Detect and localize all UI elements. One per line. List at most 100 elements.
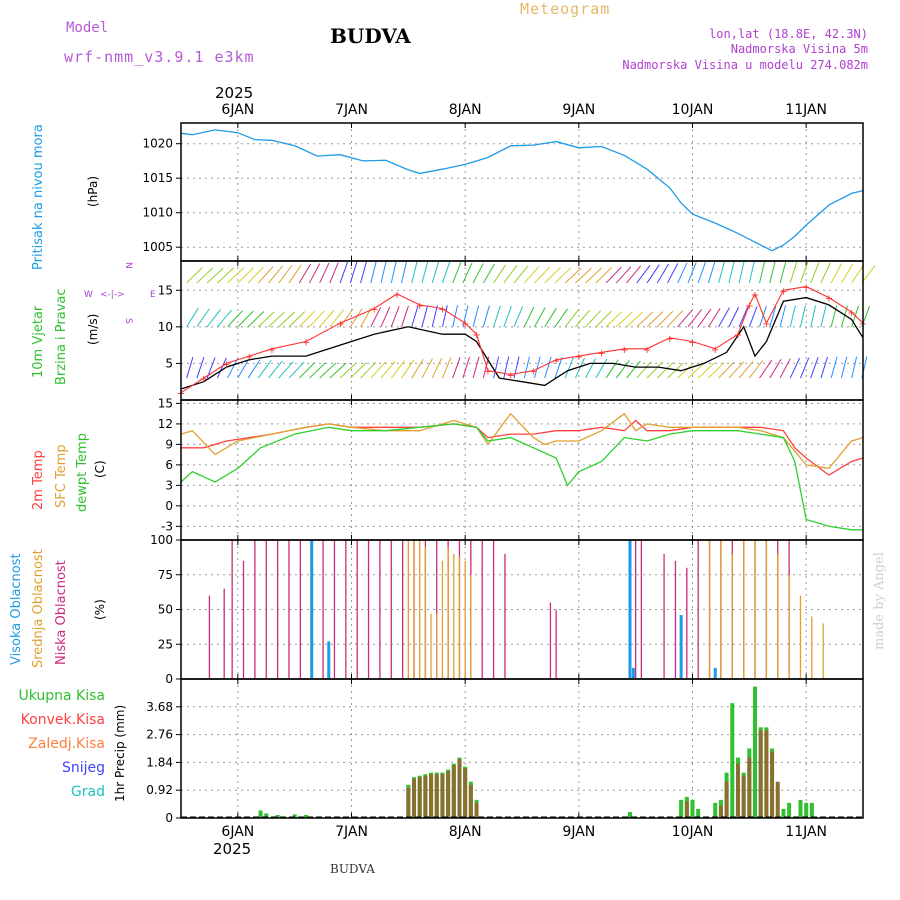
precip-bar-1 [434,774,439,818]
cloud-bar-0 [265,540,267,678]
model-name: wrf-nmm_v3.9.1 e3km [64,48,255,66]
precip-bar-1 [735,763,740,818]
y-tick-label-4: 3.68 [146,700,173,714]
wind-arrow [462,356,470,379]
precip-bar-1 [474,802,479,818]
wind-arrow [513,306,524,328]
x-tick-label-top: 6JAN [221,102,254,118]
wind-arrow [247,311,265,328]
cloud-bar-0 [436,540,438,678]
wind-arrow [554,357,563,379]
wind-arrow [523,306,535,328]
wind-arrow [288,361,305,379]
cloud-bar-0 [345,540,347,678]
cloud-bar-0 [492,540,495,678]
cloud-bar-1 [453,553,455,678]
x-tick-label-bottom: 6JAN [221,824,254,840]
cloud-bar-1 [464,560,466,678]
wind-arrow [789,305,796,327]
wind-arrow [186,307,199,328]
wind-arrow [554,267,572,284]
compass-w: W [84,290,93,300]
y-tick-label-3: 25 [158,637,173,651]
wind-arrow [595,310,612,328]
cloud-bar-1 [822,623,824,678]
wind-arrow [431,261,440,284]
gust-marker: + [734,330,742,341]
wind-arrow [677,362,695,379]
wind-arrow [534,307,546,328]
legend-item: Zaledj.Kisa [28,736,105,752]
precip-bar-1 [770,751,775,818]
precip-bar-0 [809,802,814,818]
precip-bar-1 [684,801,689,818]
wind-arrow [339,362,357,379]
p4-label-b: Srednja Oblacnost [31,549,46,668]
wind-arrow [298,263,311,284]
wind-arrow [441,305,448,327]
cloud-bar-2 [713,667,717,678]
wind-arrow [309,362,326,379]
wind-arrow [298,310,316,328]
wind-arrow [462,262,473,284]
wind-arrow [380,306,391,328]
cloud-bar-0 [276,540,279,678]
wind-arrow [421,261,429,284]
wind-arrow [769,261,776,284]
y-tick-label-0: 1005 [142,240,173,254]
wind-arrow [278,265,293,284]
wind-arrow [656,263,669,284]
cloud-bar-0 [208,595,211,678]
wind-arrow [370,306,382,328]
cloud-bar-0 [402,540,404,678]
lonlat-info: lon,lat (18.8E, 42.3N) [709,27,868,41]
wind-arrow [257,266,274,284]
cloud-bar-0 [481,540,483,678]
y-tick-label-3: 0 [165,672,173,686]
wind-arrow [472,263,484,284]
precip-bar-0 [264,813,269,818]
wind-arrow [390,360,406,379]
wind-arrows [186,261,876,379]
wind-speed-line [180,296,864,390]
cloud-bar-1 [777,553,779,678]
precip-bar-1 [423,775,428,818]
wind-gust-line [180,286,864,394]
wind-arrow [564,357,574,379]
x-tick-label-bottom: 8JAN [449,824,482,840]
wind-arrow [421,358,433,379]
cloud-bar-1 [470,574,472,678]
wind-arrow [503,306,512,328]
wind-arrow [626,311,644,328]
gust-marker: + [302,337,310,348]
wind-arrow [707,308,721,328]
y-tick-label-2: 12 [158,417,173,431]
cloud-bar-0 [231,540,233,678]
precip-bar-1 [747,757,752,818]
cloud-bar-0 [223,588,225,678]
precip-bar-0 [753,686,758,818]
cloud-bar-0 [663,553,665,678]
wind-arrow [585,310,601,328]
wind-arrow [800,262,809,284]
legend-item: Snijeg [62,760,105,776]
cloud-bar-1 [419,540,421,678]
cloud-bar-2 [310,540,314,678]
p2-unit: (m/s) [86,314,100,345]
wind-arrow [298,362,316,379]
wind-arrow [769,305,777,327]
panel-frame-4 [180,678,864,819]
wind-arrow [789,357,801,379]
cloud-bar-1 [731,553,733,678]
wind-arrow [503,264,518,284]
wind-arrow [799,305,806,327]
wind-arrow [697,362,715,379]
wind-arrow [370,361,387,379]
wind-arrow [493,356,500,379]
temp-line-2 [180,423,863,531]
wind-arrow [728,306,740,328]
gust-marker: + [825,294,833,305]
wind-arrow [288,264,302,284]
cloud-bar-0 [635,540,637,678]
